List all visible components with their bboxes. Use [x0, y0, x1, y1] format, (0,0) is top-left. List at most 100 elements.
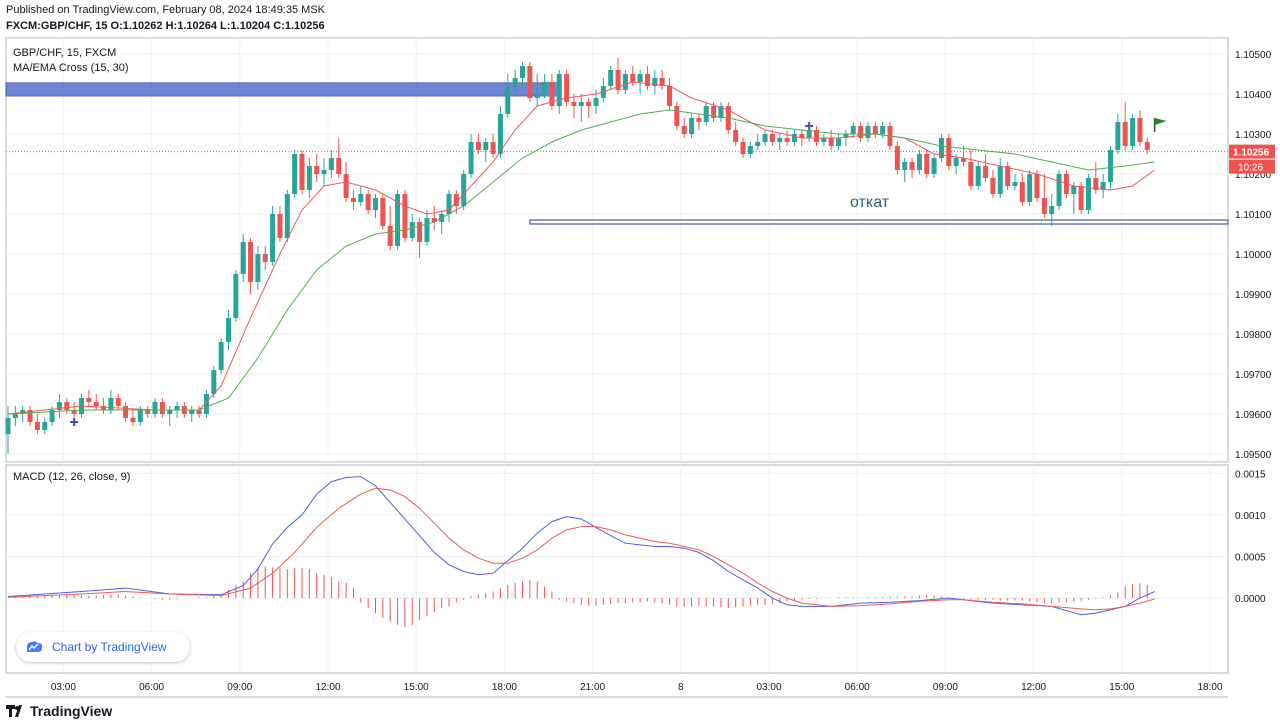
countdown-label: 10:26	[1238, 163, 1263, 174]
candle-body	[1144, 142, 1150, 150]
symbol-line: FXCM:GBP/CHF, 15	[6, 20, 108, 32]
candle-body	[174, 406, 180, 410]
tradingview-footer[interactable]: TradingView	[6, 703, 112, 719]
candle-body	[12, 414, 18, 418]
candle-body	[424, 218, 430, 242]
candle-body	[358, 194, 364, 202]
low-label: L:	[220, 20, 231, 32]
candle-body	[593, 98, 599, 106]
candle-body	[86, 398, 92, 402]
price-tick-label: 1.09600	[1235, 410, 1272, 421]
candle-body	[461, 174, 467, 206]
candle-body	[446, 194, 452, 214]
ma-fast-line	[7, 81, 1155, 415]
candle-body	[556, 74, 562, 106]
countdown-tag	[1229, 159, 1275, 174]
candle-body	[953, 158, 959, 166]
candle-body	[1093, 178, 1099, 190]
candle-body	[284, 194, 290, 238]
candle-body	[167, 410, 173, 414]
candle-body	[475, 142, 481, 150]
candle-body	[836, 138, 842, 146]
candle-body	[630, 74, 636, 82]
flag-icon	[1154, 118, 1167, 125]
candle-body	[373, 198, 378, 210]
candle-body	[1005, 166, 1011, 186]
candle-body	[211, 370, 217, 394]
high-label: H:	[165, 20, 178, 32]
candle-body	[968, 162, 974, 186]
candle-body	[740, 142, 746, 154]
time-tick-label: 09:00	[933, 682, 958, 693]
candle-body	[718, 106, 724, 118]
candle-body	[49, 410, 55, 422]
time-tick-label: 21:00	[580, 682, 605, 693]
candle-body	[115, 398, 121, 406]
ma-slow-line	[7, 109, 1155, 415]
candle-body	[549, 82, 555, 106]
candle-body	[56, 402, 62, 410]
candle-body	[938, 138, 944, 158]
candle-body	[270, 214, 276, 262]
candle-body	[637, 74, 643, 82]
price-pane-title: GBP/CHF, 15, FXCM	[13, 47, 116, 59]
time-tick-label: 06:00	[139, 682, 164, 693]
macd-pane-title: MACD (12, 26, close, 9)	[13, 471, 130, 483]
macd-pane	[5, 464, 1229, 674]
candle-body	[1027, 174, 1033, 202]
high-value: 1.10264	[177, 20, 217, 32]
candle-body	[961, 158, 966, 162]
candle-body	[350, 198, 356, 202]
candle-body	[1122, 122, 1128, 146]
candle-body	[659, 78, 665, 86]
candle-body	[799, 134, 805, 138]
candle-body	[652, 78, 658, 86]
macd-tick-label: 0.0005	[1235, 553, 1266, 564]
candle-body	[821, 138, 827, 142]
candle-body	[843, 134, 849, 138]
tradingview-logo-icon	[6, 705, 22, 717]
candle-body	[93, 402, 99, 406]
chart-by-tradingview-badge[interactable]: Chart by TradingView	[16, 632, 190, 662]
candle-body	[248, 242, 254, 282]
candle-body	[769, 134, 775, 142]
badge-text: Chart by TradingView	[52, 640, 167, 654]
macd-tick-label: 0.0000	[1235, 594, 1266, 605]
last-price-tag	[1229, 144, 1275, 159]
candle-body	[505, 86, 511, 114]
time-tick-label: 15:00	[404, 682, 429, 693]
candle-body	[365, 194, 371, 210]
candle-body	[1108, 150, 1113, 182]
candle-body	[108, 398, 114, 410]
candle-body	[711, 106, 717, 118]
candle-body	[145, 410, 151, 414]
candle-body	[828, 138, 834, 146]
candle-body	[468, 142, 474, 174]
candle-body	[64, 402, 70, 410]
candle-body	[196, 410, 202, 414]
candle-body	[218, 342, 224, 370]
tradingview-cloud-icon	[27, 641, 43, 652]
price-tick-label: 1.10000	[1235, 250, 1272, 261]
time-tick-label: 18:00	[492, 682, 517, 693]
support-line	[529, 219, 1229, 225]
indicator-title: MA/EMA Cross (15, 30)	[13, 62, 129, 74]
candle-body	[689, 118, 695, 134]
resistance-zone	[5, 82, 561, 97]
candle-body	[534, 94, 540, 98]
candle-body	[152, 402, 158, 414]
candle-body	[762, 134, 768, 142]
candle-body	[696, 118, 702, 122]
candle-body	[1041, 198, 1047, 214]
candle-body	[409, 222, 415, 238]
candle-body	[387, 226, 393, 246]
candle-body	[520, 66, 525, 78]
candle-body	[902, 162, 908, 170]
signal-line	[7, 487, 1155, 611]
candle-body	[1019, 182, 1025, 202]
candle-body	[1085, 178, 1091, 210]
candle-body	[755, 142, 761, 146]
candle-body	[1115, 122, 1121, 150]
time-tick-label: 09:00	[227, 682, 252, 693]
